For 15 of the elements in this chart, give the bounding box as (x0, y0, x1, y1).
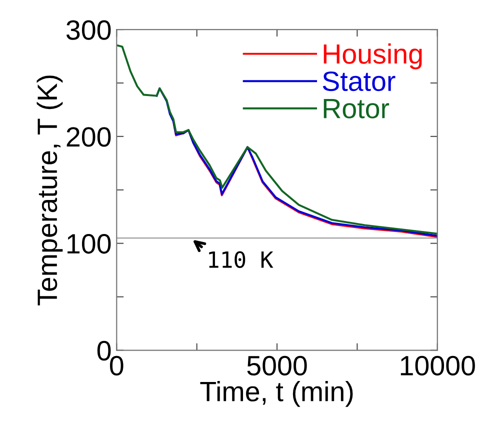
y-tick-label: 100 (68, 234, 111, 254)
x-tick-label: 10000 (400, 356, 475, 376)
y-tick-label: 300 (66, 20, 111, 40)
y-axis-title: Temperature, T (K) (36, 76, 63, 306)
annotation: 110 K (209, 251, 274, 268)
x-axis-title: Time, t (min) (200, 381, 353, 407)
line-series (116, 44, 438, 235)
legend-label: Rotor (324, 99, 390, 118)
y-tick-label: 0 (97, 340, 111, 361)
x-tick-label: 0 (110, 356, 124, 376)
line-series (172, 120, 438, 238)
y-tick-label: 200 (66, 127, 111, 147)
legend-label: Stator (322, 71, 396, 92)
legend-label: Housing (324, 43, 422, 70)
x-tick-label: 5000 (247, 356, 307, 376)
